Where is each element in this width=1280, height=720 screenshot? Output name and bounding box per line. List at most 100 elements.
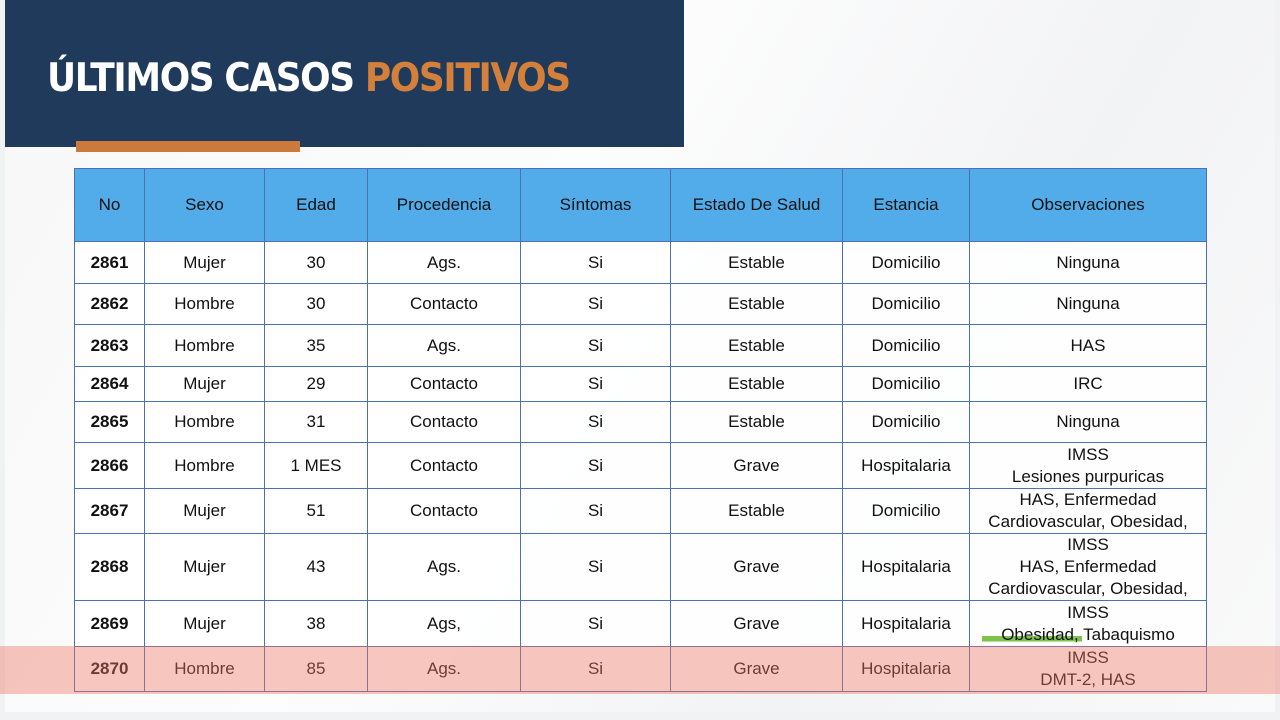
cases-table: No Sexo Edad Procedencia Síntomas Estado De S… [74,168,1207,692]
observation-line: Obesidad, Tabaquismo [970,623,1206,646]
table-row: 2861 Mujer 30 Ags. Si Estable Domicilio Ninguna [74,241,1207,284]
observation-line: Lesiones purpuricas [1011,466,1165,486]
cell-edad: 30 [264,283,368,325]
cell-estado: Grave [670,442,843,489]
cell-estancia: Hospitalaria [842,533,970,601]
cell-sintomas: Si [520,442,671,489]
cell-sintomas: Si [520,283,671,325]
cell-sintomas: Si [520,600,671,647]
table-row: 2865 Hombre 31 Contacto Si Estable Domicilio Ni… [74,401,1207,443]
observation-line: HAS [1070,335,1106,355]
observation-line: HAS, Enfermedad [1019,490,1157,509]
cell-estancia: Domicilio [842,366,970,402]
cell-edad: 29 [264,366,368,402]
cell-no: 2868 [74,533,145,601]
observation-line: Cardiovascular, Obesidad, [988,579,1188,598]
observation-line: HAS, Enfermedad [1019,557,1157,576]
table-row: 2868 Mujer 43 Ags. Si Grave Hospitalaria IMSS HA… [74,533,1207,601]
cell-observaciones: HAS [969,324,1207,367]
observation-line: IMSS [1067,444,1109,464]
cell-sintomas: Si [520,366,671,402]
cell-edad: 85 [264,646,368,692]
cell-estado: Estable [670,324,843,367]
cell-observaciones: Ninguna [969,283,1207,325]
cell-sintomas: Si [520,324,671,367]
observation-line: IMSS [1067,535,1109,554]
cell-observaciones: Ninguna [969,241,1207,284]
cell-observaciones: IMSS DMT-2, HAS [969,646,1207,692]
table-row: 2870 Hombre 85 Ags. Si Grave Hospitalaria IMSS D… [74,646,1207,692]
column-header: Estancia [842,168,970,242]
cell-sexo: Mujer [144,533,265,601]
cell-estado: Estable [670,488,843,534]
cell-estado: Estable [670,366,843,402]
cell-observaciones: Ninguna [969,401,1207,443]
cell-estado: Estable [670,241,843,284]
cell-estado: Estable [670,283,843,325]
cell-procedencia: Contacto [367,283,521,325]
cell-estancia: Hospitalaria [842,646,970,692]
cell-estancia: Hospitalaria [842,442,970,489]
cell-sexo: Mujer [144,488,265,534]
cell-observaciones: IMSS Lesiones purpuricas [969,442,1207,489]
cell-estado: Grave [670,533,843,601]
cell-sintomas: Si [520,488,671,534]
cell-estancia: Domicilio [842,488,970,534]
cell-no: 2863 [74,324,145,367]
cell-sexo: Mujer [144,600,265,647]
column-header: Síntomas [520,168,671,242]
cell-estancia: Domicilio [842,401,970,443]
cell-procedencia: Ags. [367,324,521,367]
cell-sintomas: Si [520,533,671,601]
table-header-row: No Sexo Edad Procedencia Síntomas Estado De S… [74,168,1207,242]
cell-edad: 30 [264,241,368,284]
table-row: 2864 Mujer 29 Contacto Si Estable Domicilio IRC [74,366,1207,402]
cell-procedencia: Ags. [367,646,521,692]
title-banner [5,0,684,147]
cell-no: 2864 [74,366,145,402]
cell-no: 2869 [74,600,145,647]
title-main: ÚLTIMOS CASOS [47,56,355,101]
cell-observaciones: IMSS Obesidad, Tabaquismo [969,600,1207,647]
title-underline [76,141,300,152]
cell-no: 2865 [74,401,145,443]
cell-no: 2861 [74,241,145,284]
observation-line: Ninguna [1056,412,1120,431]
column-header: Sexo [144,168,265,242]
observation-line: IMSS [1067,648,1109,667]
cell-estado: Grave [670,646,843,692]
observation-line: Cardiovascular, Obesidad, [988,512,1188,531]
cell-edad: 43 [264,533,368,601]
cell-sintomas: Si [520,646,671,692]
table-row: 2863 Hombre 35 Ags. Si Estable Domicilio HAS [74,324,1207,367]
observation-line: Ninguna [1056,252,1120,272]
cell-estancia: Domicilio [842,324,970,367]
cell-sexo: Mujer [144,366,265,402]
observation-line: IRC [1073,374,1103,393]
cell-sintomas: Si [520,401,671,443]
cell-procedencia: Contacto [367,401,521,443]
cell-sexo: Hombre [144,324,265,367]
cell-procedencia: Contacto [367,488,521,534]
cell-sexo: Hombre [144,283,265,325]
cell-edad: 51 [264,488,368,534]
cell-estancia: Domicilio [842,241,970,284]
cell-sexo: Mujer [144,241,265,284]
cell-procedencia: Contacto [367,442,521,489]
cell-estancia: Hospitalaria [842,600,970,647]
cell-sintomas: Si [520,241,671,284]
observation-line: DMT-2, HAS [1040,670,1136,689]
cell-sexo: Hombre [144,401,265,443]
cell-observaciones: HAS, Enfermedad Cardiovascular, Obesidad, [969,488,1207,534]
cell-estancia: Domicilio [842,283,970,325]
table-row: 2862 Hombre 30 Contacto Si Estable Domicilio Ni… [74,283,1207,325]
cell-procedencia: Ags, [367,600,521,647]
title-accent: POSITIVOS [364,56,571,101]
cell-edad: 35 [264,324,368,367]
cell-procedencia: Contacto [367,366,521,402]
column-header: No [74,168,145,242]
column-header: Edad [264,168,368,242]
observation-line: IMSS [1067,602,1109,622]
table-row: 2866 Hombre 1 MES Contacto Si Grave Hospitalar… [74,442,1207,489]
cell-sexo: Hombre [144,646,265,692]
